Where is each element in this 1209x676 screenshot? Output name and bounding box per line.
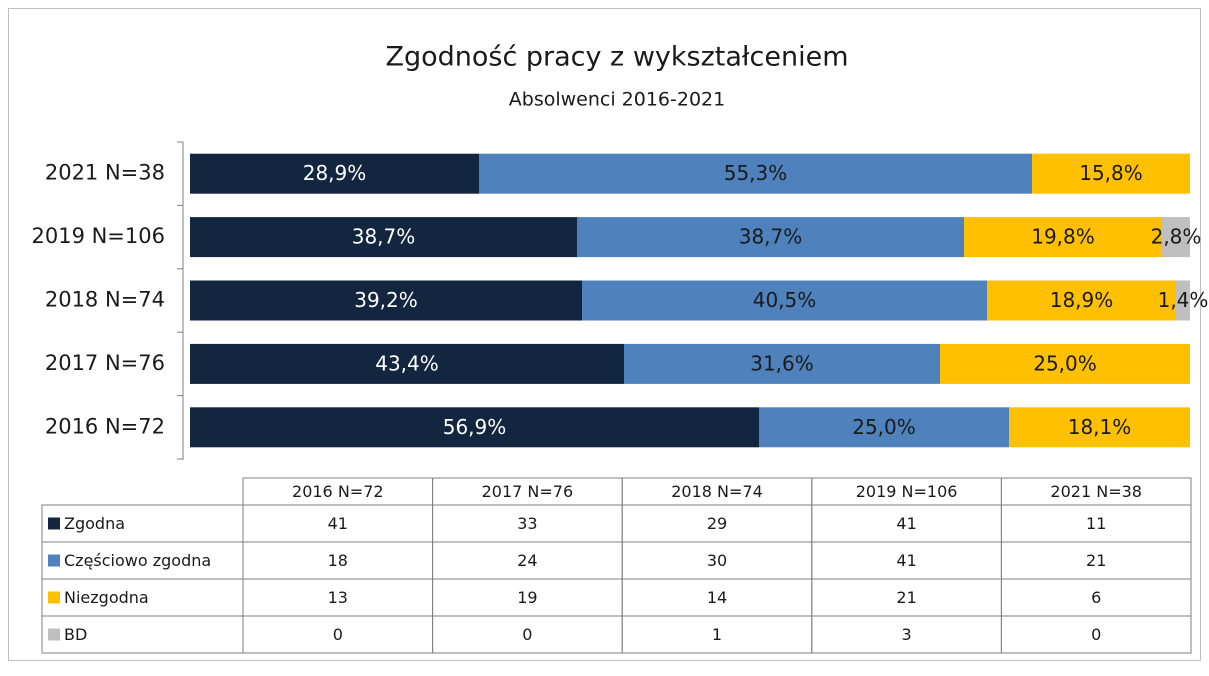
table-header: 2021 N=38 — [1050, 482, 1142, 501]
table-value: 24 — [517, 551, 537, 570]
bar-segment — [190, 280, 582, 321]
table-cell — [1000, 615, 1192, 654]
table-value: 41 — [896, 514, 916, 533]
table-value: 3 — [902, 625, 912, 644]
legend-label: Częściowo zgodna — [64, 551, 211, 570]
chart-subtitle: Absolwenci 2016-2021 — [509, 89, 725, 111]
bar-segment — [1032, 153, 1190, 194]
table-value: 18 — [328, 551, 348, 570]
bar-segment — [190, 343, 624, 384]
value-label: 18,9% — [1050, 288, 1114, 312]
category-label: 2018 N=74 — [45, 288, 165, 312]
bar-segment — [624, 343, 940, 384]
bar-segment — [582, 280, 987, 321]
category-label: 2021 N=38 — [45, 161, 165, 185]
legend-label: Niezgodna — [64, 588, 149, 607]
table-value: 33 — [517, 514, 537, 533]
value-label: 15,8% — [1079, 161, 1143, 185]
category-label: 2019 N=106 — [31, 224, 165, 248]
value-label: 38,7% — [352, 225, 416, 249]
table-value: 13 — [328, 588, 348, 607]
table-value: 41 — [328, 514, 348, 533]
table-value: 41 — [896, 551, 916, 570]
legend-label: Zgodna — [64, 514, 125, 533]
bar-segment — [940, 343, 1190, 384]
bar-segment — [190, 407, 759, 448]
bar-segment — [1162, 217, 1190, 258]
value-label: 2,8% — [1151, 225, 1202, 249]
table-value: 29 — [707, 514, 727, 533]
bar-segment — [1009, 407, 1190, 448]
value-label: 1,4% — [1158, 288, 1209, 312]
table-header: 2017 N=76 — [482, 482, 574, 501]
table-value: 11 — [1086, 514, 1106, 533]
value-label: 18,1% — [1068, 415, 1132, 439]
bar-segment — [987, 280, 1176, 321]
bar-segment — [190, 217, 577, 258]
table-value: 1 — [712, 625, 722, 644]
legend-label: BD — [64, 625, 87, 644]
bar-segment — [190, 153, 479, 194]
value-label: 39,2% — [354, 288, 418, 312]
value-label: 25,0% — [852, 415, 916, 439]
value-label: 38,7% — [739, 225, 803, 249]
value-label: 56,9% — [443, 415, 507, 439]
table-value: 21 — [896, 588, 916, 607]
value-label: 55,3% — [724, 161, 788, 185]
table-value: 0 — [1091, 625, 1101, 644]
bar-segment — [577, 217, 964, 258]
legend-key — [48, 628, 60, 641]
bar-segment — [1176, 280, 1190, 321]
value-label: 19,8% — [1031, 225, 1095, 249]
bar-segment — [479, 153, 1032, 194]
table-value: 6 — [1091, 588, 1101, 607]
bar-segment — [759, 407, 1009, 448]
table-value: 0 — [522, 625, 532, 644]
value-label: 40,5% — [753, 288, 817, 312]
table-value: 0 — [333, 625, 343, 644]
table-value: 14 — [707, 588, 727, 607]
value-label: 43,4% — [375, 351, 439, 375]
value-label: 25,0% — [1033, 351, 1097, 375]
table-header: 2016 N=72 — [292, 482, 384, 501]
bar-segment — [964, 217, 1162, 258]
legend-key — [48, 591, 60, 604]
table-header: 2018 N=74 — [671, 482, 763, 501]
legend-key — [48, 554, 60, 567]
value-label: 28,9% — [303, 161, 367, 185]
table-value: 19 — [517, 588, 537, 607]
table-header: 2019 N=106 — [856, 482, 958, 501]
table-value: 30 — [707, 551, 727, 570]
chart-title: Zgodność pracy z wykształceniem — [385, 42, 848, 73]
value-label: 31,6% — [750, 351, 814, 375]
category-label: 2016 N=72 — [45, 414, 165, 438]
table-value: 21 — [1086, 551, 1106, 570]
legend-key — [48, 517, 60, 530]
category-label: 2017 N=76 — [45, 351, 165, 375]
